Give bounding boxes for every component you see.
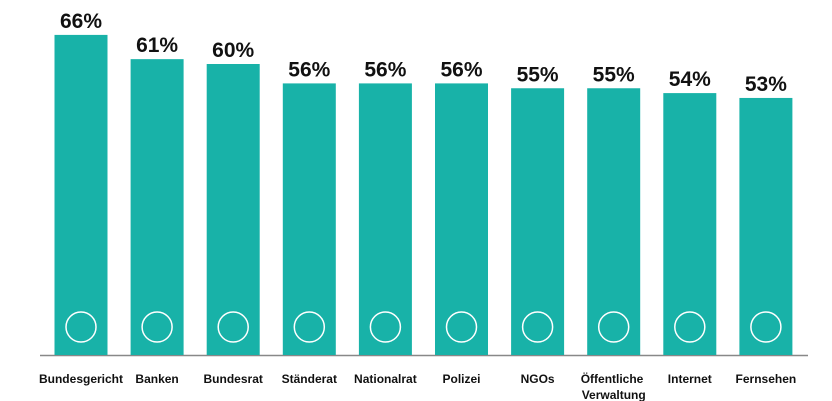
icon — [445, 311, 478, 343]
x-tick-label: Banken — [135, 372, 178, 386]
value-label: 53% — [745, 73, 787, 96]
x-tick-label: Bundesgericht — [39, 372, 123, 386]
value-label: 61% — [136, 34, 178, 57]
value-label: 56% — [440, 58, 482, 81]
x-tick-label: Polizei — [442, 372, 480, 386]
value-label: 56% — [288, 58, 330, 81]
x-tick-label: Ständerat — [282, 372, 337, 386]
bar — [358, 83, 412, 356]
icon — [674, 311, 706, 343]
value-label: 66% — [60, 10, 102, 33]
value-label: 55% — [593, 63, 635, 86]
bar — [54, 34, 108, 356]
value-label: 55% — [517, 63, 559, 86]
icon — [750, 311, 782, 343]
x-tick-label: Bundesrat — [204, 372, 263, 386]
icon — [521, 311, 554, 343]
icon — [141, 311, 173, 343]
x-tick-label: NGOs — [521, 372, 555, 386]
bar — [130, 59, 184, 356]
x-tick-label: Internet — [668, 372, 712, 386]
x-tick-label: Öffentliche Verwaltung — [581, 371, 647, 401]
bar — [511, 88, 565, 355]
icon — [293, 311, 326, 343]
x-tick-label: Nationalrat — [354, 372, 417, 386]
bar — [739, 97, 793, 355]
icon — [369, 311, 402, 343]
bar — [663, 93, 717, 355]
value-label: 60% — [212, 39, 254, 62]
bar — [206, 64, 260, 355]
value-label: 56% — [364, 58, 406, 81]
icon — [65, 311, 97, 343]
bar — [282, 83, 336, 356]
icon — [597, 311, 630, 343]
bar — [587, 88, 641, 355]
x-tick-label: Fernsehen — [736, 372, 797, 386]
bar — [435, 83, 488, 356]
icon — [217, 311, 249, 343]
value-label: 54% — [669, 68, 711, 91]
